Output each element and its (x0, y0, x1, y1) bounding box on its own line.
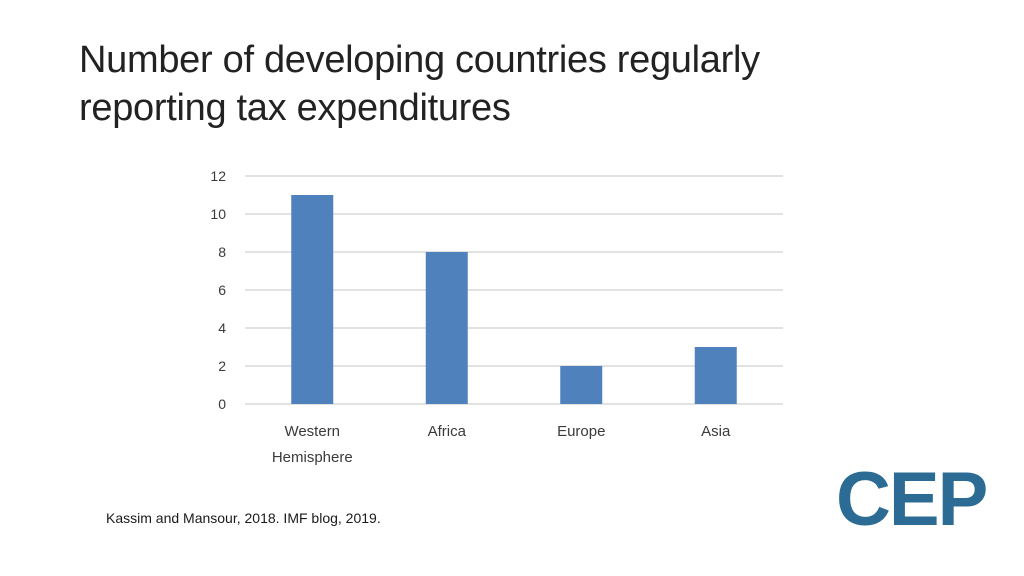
bars (291, 195, 737, 404)
slide-title-line-2: reporting tax expenditures (79, 87, 511, 129)
x-category-label: Hemisphere (272, 449, 353, 466)
y-tick-label: 4 (218, 320, 226, 336)
y-tick-label: 10 (210, 206, 226, 222)
slide-title-line-1: Number of developing countries regularly (79, 39, 760, 81)
slide-title: Number of developing countries regularly… (79, 36, 939, 132)
y-axis-tick-labels: 0 2 4 6 8 10 12 (210, 168, 226, 412)
y-tick-label: 8 (218, 244, 226, 260)
x-category-label: Asia (701, 423, 731, 440)
gridlines (245, 175, 783, 405)
bar (291, 195, 334, 404)
x-category-label: Europe (557, 423, 605, 440)
x-category-label: Western (284, 423, 340, 440)
y-tick-label: 0 (218, 396, 226, 412)
bar (694, 347, 737, 404)
cep-logo: CEP (836, 457, 988, 542)
source-citation: Kassim and Mansour, 2018. IMF blog, 2019… (106, 510, 381, 526)
y-tick-label: 12 (210, 168, 226, 184)
y-tick-label: 6 (218, 282, 226, 298)
y-tick-label: 2 (218, 358, 226, 374)
bar (425, 252, 468, 404)
x-axis-category-labels: Western Hemisphere Africa Europe Asia (272, 423, 731, 466)
x-category-label: Africa (428, 423, 467, 440)
bar (560, 366, 603, 404)
